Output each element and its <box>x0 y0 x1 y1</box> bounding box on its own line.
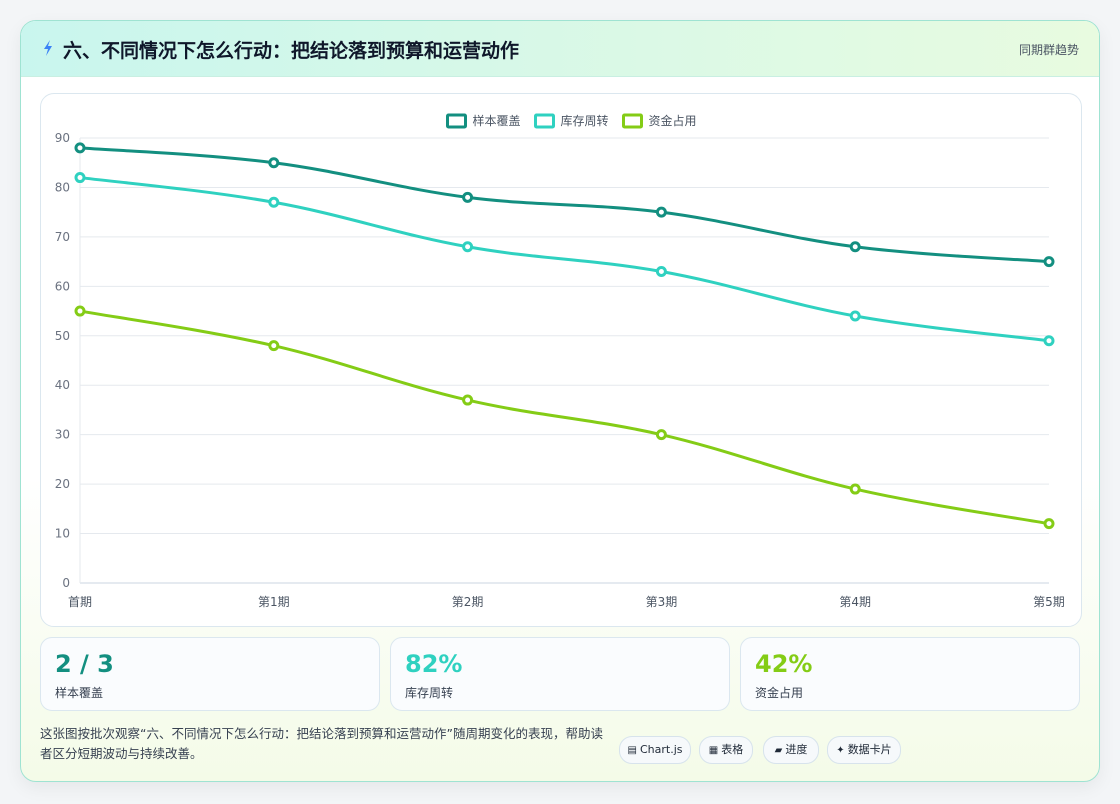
legend-swatch <box>622 113 643 129</box>
data-point <box>1043 256 1055 268</box>
series-line <box>78 176 1051 343</box>
progress-icon: ▰ <box>774 745 783 756</box>
data-point <box>462 394 474 406</box>
data-point <box>462 191 474 203</box>
tag-label: Chart.js <box>639 743 683 756</box>
y-tick-label: 50 <box>55 329 70 343</box>
chart-icon: ▤ <box>627 745 637 756</box>
stat-label: 资金占用 <box>755 686 804 700</box>
y-tick-label: 20 <box>55 477 70 491</box>
x-tick-label: 第2期 <box>452 595 484 609</box>
data-point <box>849 241 861 253</box>
stat-value: 82% <box>405 650 463 678</box>
card-header: 六、不同情况下怎么行动：把结论落到预算和运营动作 同期群趋势 <box>21 21 1099 77</box>
chart-panel: 0 10 20 30 40 50 60 70 80 90 首期 第1期 第2期 第3期 第4期 第5期 样本覆盖… <box>40 93 1082 627</box>
stat-card-capital-occupancy: 42% 资金占用 <box>740 637 1080 711</box>
data-point <box>74 305 86 317</box>
data-point <box>655 266 667 277</box>
y-tick-label: 90 <box>55 131 70 145</box>
data-point <box>655 206 667 218</box>
legend-swatch <box>534 113 555 129</box>
report-card: 六、不同情况下怎么行动：把结论落到预算和运营动作 同期群趋势 0 10 20 30 40… <box>20 20 1100 782</box>
legend-item-1: 样本覆盖 <box>446 113 521 129</box>
y-tick-label: 10 <box>55 527 70 541</box>
tag-progress[interactable]: ▰ 进度 <box>763 736 819 764</box>
x-tick-label: 首期 <box>68 595 92 609</box>
sparkle-icon: ✦ <box>836 745 845 756</box>
stat-label: 库存周转 <box>405 686 454 700</box>
y-tick-label: 0 <box>62 576 70 590</box>
series-2 <box>74 172 1055 347</box>
data-point <box>849 483 861 495</box>
data-point <box>849 310 861 322</box>
y-tick-label: 40 <box>55 378 70 392</box>
x-tick-label: 第1期 <box>258 595 290 609</box>
page-title: 六、不同情况下怎么行动：把结论落到预算和运营动作 <box>63 40 520 62</box>
data-point <box>655 429 667 441</box>
data-point <box>462 241 474 253</box>
tag-label: 表格 <box>721 743 744 756</box>
legend-item-3: 资金占用 <box>622 113 697 129</box>
legend-label: 库存周转 <box>561 113 609 128</box>
chart-description: 这张图按批次观察“六、不同情况下怎么行动：把结论落到预算和运营动作”随周期变化的… <box>40 726 603 761</box>
tag-label: 数据卡片 <box>847 743 892 756</box>
lightning-icon <box>44 40 52 56</box>
data-point <box>74 142 86 154</box>
data-point <box>268 157 280 169</box>
series-line <box>78 309 1051 526</box>
y-tick-label: 30 <box>55 428 70 442</box>
series-1 <box>74 142 1055 268</box>
series-line <box>78 146 1051 264</box>
tag-label: 进度 <box>785 743 808 756</box>
data-point <box>268 340 280 352</box>
data-point <box>1043 518 1055 530</box>
stat-value: 42% <box>755 650 813 678</box>
x-tick-label: 第3期 <box>646 595 678 609</box>
tag-table[interactable]: ▦ 表格 <box>699 736 753 764</box>
stat-card-inventory-turnover: 82% 库存周转 <box>390 637 730 711</box>
tag-data-card[interactable]: ✦ 数据卡片 <box>827 736 901 764</box>
legend-label: 样本覆盖 <box>473 113 521 128</box>
legend-label: 资金占用 <box>649 113 697 128</box>
series-3 <box>74 305 1055 530</box>
stat-card-sample-coverage: 2 / 3 样本覆盖 <box>40 637 380 711</box>
tag-chartjs[interactable]: ▤ Chart.js <box>619 736 691 764</box>
data-point <box>1043 335 1055 347</box>
y-tick-label: 60 <box>55 279 70 293</box>
legend-item-2: 库存周转 <box>534 113 609 129</box>
x-tick-label: 第4期 <box>839 595 871 609</box>
y-tick-label: 80 <box>55 180 70 194</box>
stat-value: 2 / 3 <box>55 650 114 678</box>
stat-label: 样本覆盖 <box>55 686 104 700</box>
data-point <box>268 196 280 208</box>
line-chart: 0 10 20 30 40 50 60 70 80 90 首期 第1期 第2期 第3期 第4期 第5期 样本覆盖… <box>55 113 1065 609</box>
chart-type-label: 同期群趋势 <box>1018 43 1079 57</box>
y-tick-label: 70 <box>55 230 70 244</box>
data-point <box>74 172 86 184</box>
legend-swatch <box>446 113 467 129</box>
table-icon: ▦ <box>708 745 719 756</box>
x-tick-label: 第5期 <box>1033 595 1065 609</box>
